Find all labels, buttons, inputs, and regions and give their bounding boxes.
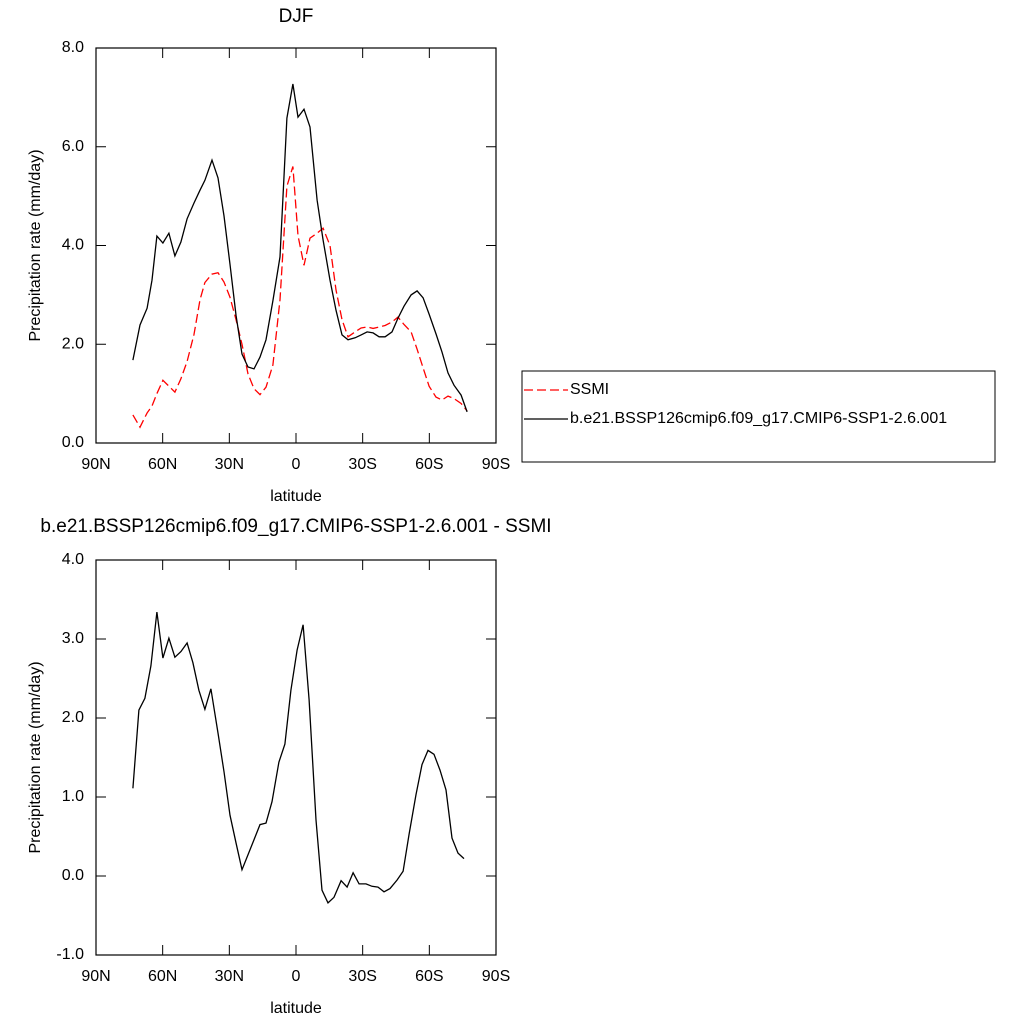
legend-box bbox=[521, 370, 996, 463]
series-line bbox=[132, 612, 465, 904]
legend-label: b.e21.BSSP126cmip6.f09_g17.CMIP6-SSP1-2.… bbox=[570, 410, 947, 427]
y-tick-label: 3.0 bbox=[62, 630, 84, 647]
y-axis-label: Precipitation rate (mm/day) bbox=[27, 661, 44, 853]
y-tick-label: 4.0 bbox=[62, 237, 84, 254]
y-tick-label: 4.0 bbox=[62, 551, 84, 568]
x-axis-label: latitude bbox=[270, 1000, 322, 1017]
x-tick-label: 0 bbox=[292, 968, 301, 985]
x-tick-label: 30N bbox=[215, 456, 244, 473]
series-line bbox=[132, 83, 468, 413]
y-tick-label: 8.0 bbox=[62, 39, 84, 56]
x-tick-label: 90N bbox=[81, 456, 110, 473]
chart-title: DJF bbox=[279, 6, 314, 27]
x-tick-label: 90S bbox=[482, 968, 510, 985]
y-tick-label: 2.0 bbox=[62, 709, 84, 726]
chart-title: b.e21.BSSP126cmip6.f09_g17.CMIP6-SSP1-2.… bbox=[40, 516, 551, 537]
x-tick-label: 90S bbox=[482, 456, 510, 473]
x-tick-label: 30N bbox=[215, 968, 244, 985]
x-tick-label: 60N bbox=[148, 456, 177, 473]
x-tick-label: 0 bbox=[292, 456, 301, 473]
y-axis-label: Precipitation rate (mm/day) bbox=[27, 149, 44, 341]
x-tick-label: 30S bbox=[348, 968, 376, 985]
y-tick-label: 6.0 bbox=[62, 138, 84, 155]
y-tick-label: 0.0 bbox=[62, 434, 84, 451]
y-tick-label: 0.0 bbox=[62, 867, 84, 884]
x-tick-label: 60N bbox=[148, 968, 177, 985]
y-tick-label: 1.0 bbox=[62, 788, 84, 805]
x-tick-label: 60S bbox=[415, 968, 443, 985]
x-axis-label: latitude bbox=[270, 488, 322, 505]
x-tick-label: 30S bbox=[348, 456, 376, 473]
y-tick-label: -1.0 bbox=[56, 946, 84, 963]
x-tick-label: 90N bbox=[81, 968, 110, 985]
series-line bbox=[132, 166, 468, 429]
y-tick-label: 2.0 bbox=[62, 335, 84, 352]
legend-label: SSMI bbox=[570, 381, 609, 398]
x-tick-label: 60S bbox=[415, 456, 443, 473]
